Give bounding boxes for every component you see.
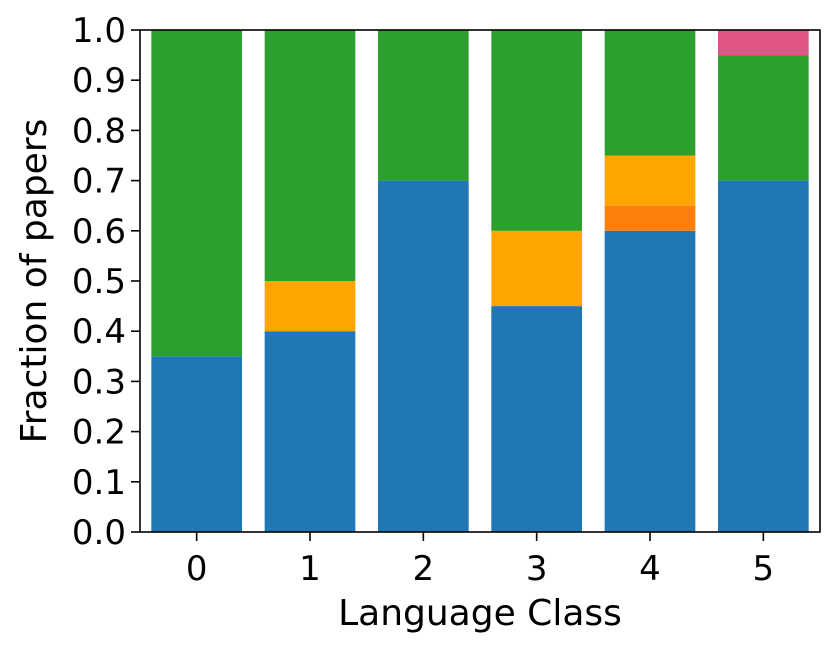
- y-axis-ticks: 0.0 0.1 0.2 0.3 0.4 0.5 0.6 0.7 0.8 0.9 1.0: [72, 11, 140, 553]
- bars-group: [151, 30, 809, 533]
- bar-segment-class-4-series-1: [604, 230, 696, 533]
- bar-segment-class-3-series-4: [491, 30, 582, 231]
- bar-segment-class-5-series-4: [718, 55, 809, 181]
- y-tick-label: 0.4: [72, 312, 126, 352]
- bar-segment-class-5-series-5: [718, 30, 809, 56]
- bar-segment-class-4-series-4: [604, 30, 696, 156]
- y-tick-label: 0.6: [72, 212, 126, 252]
- y-tick-label: 0.7: [72, 162, 126, 202]
- x-tick-label: 2: [413, 549, 435, 589]
- bar-segment-class-0-series-4: [151, 30, 242, 357]
- x-tick-label: 4: [639, 549, 661, 589]
- bar-segment-class-1-series-1: [264, 331, 356, 532]
- y-axis-label: Fraction of papers: [14, 119, 55, 444]
- bar-segment-class-2-series-4: [378, 30, 469, 181]
- bar-segment-class-3-series-1: [491, 306, 582, 532]
- bar-segment-class-4-series-2: [604, 205, 696, 231]
- y-tick-label: 0.9: [72, 61, 126, 101]
- x-tick-label: 1: [299, 549, 321, 589]
- y-tick-label: 0.2: [72, 413, 126, 453]
- bar-segment-class-5-series-1: [718, 180, 809, 532]
- y-tick-label: 0.1: [72, 463, 126, 503]
- y-tick-label: 0.5: [72, 262, 126, 302]
- bar-segment-class-2-series-1: [378, 180, 469, 532]
- bar-segment-class-1-series-3: [264, 281, 356, 332]
- x-tick-label: 0: [186, 549, 208, 589]
- y-tick-label: 1.0: [72, 11, 126, 51]
- y-tick-label: 0.8: [72, 111, 126, 151]
- bar-segment-class-0-series-1: [151, 356, 242, 532]
- bar-segment-class-4-series-3: [604, 155, 696, 206]
- y-tick-label: 0.0: [72, 513, 126, 553]
- x-axis-label: Language Class: [338, 593, 622, 634]
- bar-segment-class-1-series-4: [264, 30, 356, 281]
- y-tick-label: 0.3: [72, 362, 126, 402]
- x-axis-ticks: 0 1 2 3 4 5: [186, 532, 774, 589]
- x-tick-label: 3: [526, 549, 548, 589]
- x-tick-label: 5: [753, 549, 775, 589]
- bar-segment-class-3-series-3: [491, 230, 582, 307]
